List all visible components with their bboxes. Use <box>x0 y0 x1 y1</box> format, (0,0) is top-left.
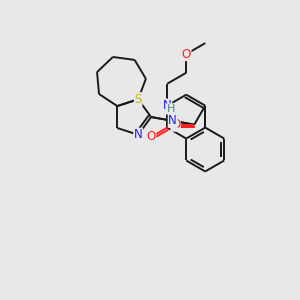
Text: O: O <box>146 130 156 143</box>
Text: O: O <box>171 118 180 131</box>
Text: H: H <box>167 104 175 114</box>
Text: S: S <box>134 93 142 106</box>
Text: N: N <box>163 99 172 112</box>
Text: N: N <box>168 114 177 127</box>
Text: O: O <box>182 48 191 61</box>
Text: N: N <box>134 128 142 141</box>
